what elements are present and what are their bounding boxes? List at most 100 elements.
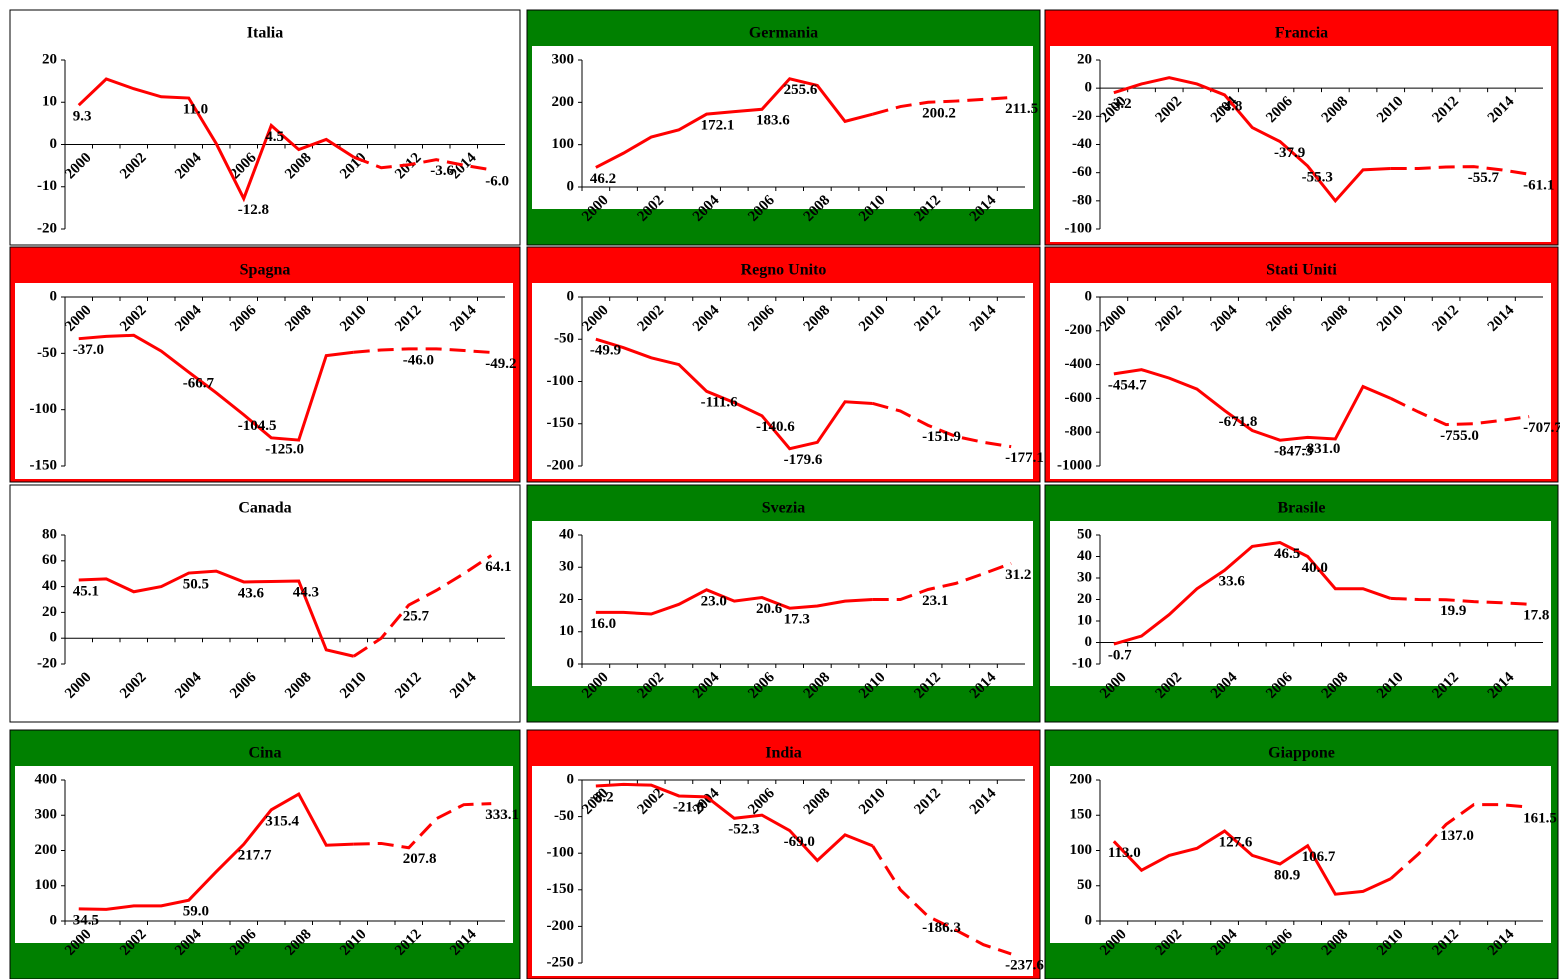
data-label: -179.6 <box>784 452 823 468</box>
chart-title: Spagna <box>240 262 291 279</box>
chart-title: Brasile <box>1278 500 1326 517</box>
data-label: 211.5 <box>1005 101 1038 117</box>
y-tick-label: 10 <box>42 94 57 110</box>
data-label: -847.3 <box>1274 444 1313 460</box>
data-label: 59.0 <box>183 904 209 920</box>
y-tick-label: -60 <box>1072 164 1092 180</box>
y-tick-label: 100 <box>35 877 58 893</box>
data-label: -61.1 <box>1523 178 1554 194</box>
data-label: 50.5 <box>183 576 209 592</box>
chart-title: Cina <box>249 745 282 762</box>
chart-title: Regno Unito <box>741 262 827 279</box>
y-tick-label: -100 <box>1065 220 1093 236</box>
plot-background <box>1050 521 1551 686</box>
data-label: -55.7 <box>1468 170 1500 186</box>
data-label: -37.0 <box>73 342 104 358</box>
y-tick-label: 150 <box>1070 807 1093 823</box>
data-label: 106.7 <box>1302 849 1336 865</box>
data-label: -454.7 <box>1108 377 1147 393</box>
data-label: -55.3 <box>1302 169 1333 185</box>
data-label: 137.0 <box>1440 828 1474 844</box>
y-tick-label: 0 <box>1085 80 1093 96</box>
data-label: -4.8 <box>1219 98 1243 114</box>
data-label: 200.2 <box>922 106 956 122</box>
y-tick-label: 100 <box>1070 842 1093 858</box>
y-tick-label: -250 <box>547 954 575 970</box>
data-label: 40.0 <box>1302 560 1328 576</box>
data-line <box>1113 76 1391 204</box>
data-label: 127.6 <box>1219 834 1253 850</box>
data-line <box>353 802 492 850</box>
data-label: -8.2 <box>590 789 614 805</box>
data-label: -37.9 <box>1274 145 1305 161</box>
data-label: 333.1 <box>485 807 519 823</box>
y-tick-label: 0 <box>1085 912 1093 928</box>
y-tick-label: -50 <box>37 345 57 361</box>
y-tick-label: 30 <box>559 559 574 575</box>
data-line <box>78 333 354 442</box>
y-tick-label: 0 <box>50 288 58 304</box>
y-tick-label: 80 <box>42 526 57 542</box>
data-label: 9.3 <box>73 109 92 125</box>
y-tick-label: 0 <box>567 178 575 194</box>
chart-title: Svezia <box>762 500 806 517</box>
data-line <box>595 337 873 451</box>
y-tick-label: 0 <box>567 655 575 671</box>
data-label: -12.8 <box>238 202 269 218</box>
data-label: -755.0 <box>1440 428 1479 444</box>
data-label: 20.6 <box>756 601 783 617</box>
y-tick-label: -200 <box>1065 322 1093 338</box>
chart-title: Italia <box>247 25 283 42</box>
data-label: 172.1 <box>701 118 735 134</box>
y-tick-label: -20 <box>1072 108 1092 124</box>
plot-background <box>532 46 1033 209</box>
data-label: 19.9 <box>1440 603 1466 619</box>
y-tick-label: -150 <box>30 457 58 473</box>
data-label: -0.7 <box>1108 647 1132 663</box>
y-tick-label: -10 <box>37 178 57 194</box>
y-tick-label: -50 <box>554 331 574 347</box>
data-line <box>871 845 1012 956</box>
y-tick-label: -100 <box>547 845 575 861</box>
data-label: 315.4 <box>265 813 299 829</box>
y-tick-label: 0 <box>50 912 58 928</box>
data-label: -49.9 <box>590 343 621 359</box>
data-label: -186.3 <box>922 920 961 936</box>
data-line <box>352 554 493 658</box>
data-label: -46.0 <box>403 352 434 368</box>
data-label: 31.2 <box>1005 567 1031 583</box>
data-line <box>595 588 873 616</box>
data-label: -66.7 <box>183 376 215 392</box>
y-tick-label: -10 <box>1072 655 1092 671</box>
y-tick-label: 20 <box>42 51 57 67</box>
data-line <box>78 569 355 658</box>
data-label: -707.7 <box>1523 420 1560 436</box>
data-label: -125.0 <box>265 441 304 457</box>
data-line <box>1389 803 1530 880</box>
data-label: -831.0 <box>1302 441 1341 457</box>
y-tick-label: -80 <box>1072 192 1092 208</box>
y-tick-label: 10 <box>559 623 574 639</box>
y-tick-label: 40 <box>42 578 57 594</box>
y-tick-label: 30 <box>1077 569 1092 585</box>
y-tick-label: 40 <box>1077 548 1092 564</box>
y-tick-label: 100 <box>552 136 575 152</box>
y-tick-label: -100 <box>547 373 575 389</box>
data-label: -140.6 <box>756 419 795 435</box>
data-label: -111.6 <box>701 395 739 411</box>
y-tick-label: -150 <box>547 881 575 897</box>
y-tick-label: -400 <box>1065 356 1093 372</box>
chart-title: Francia <box>1275 25 1328 42</box>
y-tick-label: -150 <box>547 415 575 431</box>
data-label: 255.6 <box>784 82 818 98</box>
data-line <box>1113 368 1392 442</box>
data-label: -3.2 <box>1108 96 1132 112</box>
chart-title: India <box>765 745 801 762</box>
